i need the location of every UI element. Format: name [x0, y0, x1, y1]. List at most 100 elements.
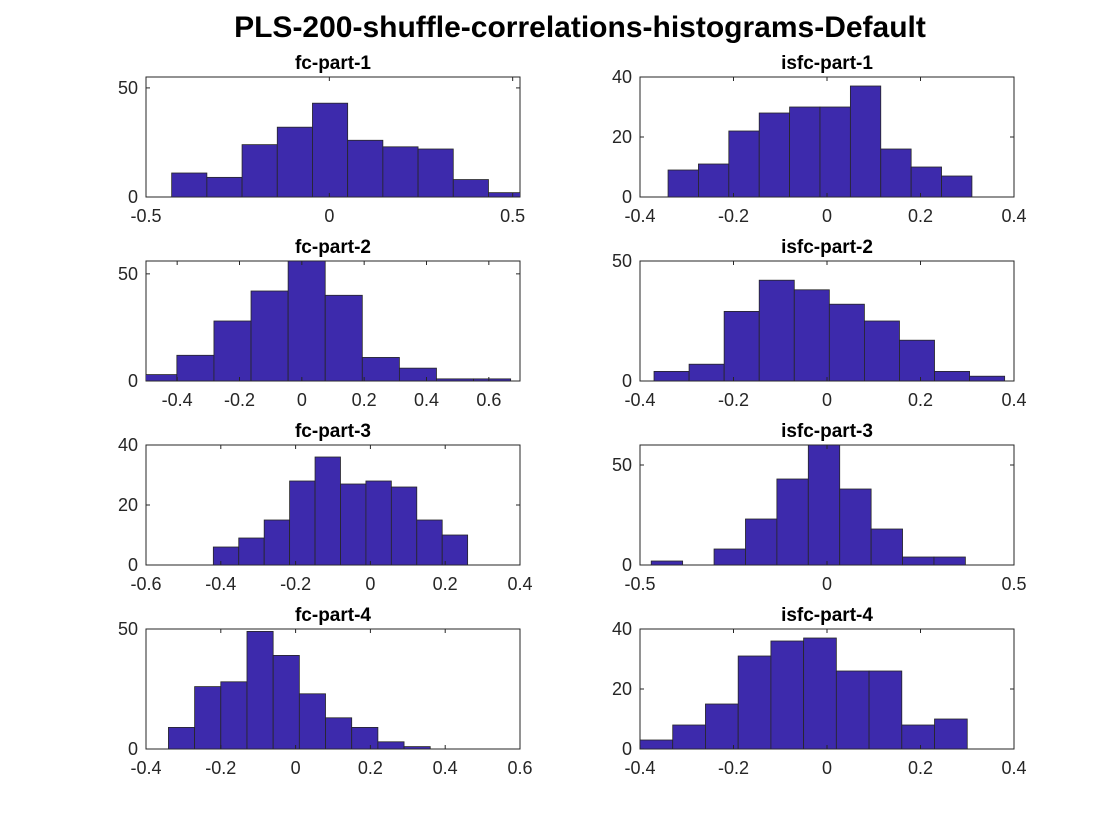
x-tick-label: -0.2	[224, 390, 255, 410]
x-tick-label: -0.4	[205, 574, 236, 594]
histogram-bar	[758, 112, 791, 197]
histogram-bar	[868, 670, 903, 749]
histogram-bar	[263, 519, 291, 565]
histogram-bars	[212, 456, 469, 565]
y-tick-label: 50	[612, 455, 632, 475]
x-tick-label: 0	[822, 758, 832, 778]
histogram-bar	[770, 640, 805, 749]
histogram-bar	[819, 106, 851, 197]
x-tick-label: -0.5	[130, 206, 161, 226]
x-tick-label: -0.4	[130, 758, 161, 778]
x-tick-label: 0.4	[414, 390, 439, 410]
histogram-bar	[171, 172, 208, 197]
histogram-bar	[713, 548, 746, 565]
panel-title: isfc-part-4	[781, 605, 873, 626]
histogram-bar	[941, 175, 973, 197]
x-tick-label: 0.4	[507, 574, 532, 594]
x-tick-label: 0.2	[433, 574, 458, 594]
histogram-bar	[835, 670, 870, 749]
histogram-bar	[340, 483, 367, 565]
histogram-bar	[176, 354, 215, 381]
histogram-bar	[803, 637, 837, 749]
histogram-bar	[969, 375, 1006, 381]
histogram-bar	[488, 192, 520, 197]
histogram-bar	[403, 746, 431, 749]
x-tick-label: 0	[822, 390, 832, 410]
histogram-bar	[745, 518, 778, 565]
histogram-bars	[650, 445, 966, 565]
histogram-bar	[238, 537, 265, 565]
x-tick-label: -0.6	[130, 574, 161, 594]
x-tick-label: 0.5	[500, 206, 525, 226]
histogram-bar	[194, 686, 222, 749]
histogram-bar	[758, 279, 795, 381]
x-tick-label: 0.2	[908, 206, 933, 226]
histogram-bar	[365, 480, 392, 565]
histogram-bar	[312, 102, 349, 197]
histogram-bar	[807, 445, 841, 565]
x-tick-label: -0.2	[718, 758, 749, 778]
histogram-bar	[272, 655, 300, 749]
histogram-bar	[212, 546, 240, 565]
histogram-bars	[168, 631, 431, 749]
y-tick-label: 0	[128, 555, 138, 575]
y-tick-label: 0	[128, 739, 138, 759]
histogram-bar	[168, 727, 196, 749]
y-tick-label: 50	[612, 251, 632, 271]
histogram-bar	[870, 528, 903, 565]
x-tick-label: 0	[324, 206, 334, 226]
y-tick-label: 50	[118, 78, 138, 98]
histogram-bars	[640, 637, 968, 749]
panel-title: fc-part-4	[295, 605, 371, 626]
y-tick-label: 0	[128, 371, 138, 391]
x-tick-label: -0.2	[718, 390, 749, 410]
x-tick-label: 0	[297, 390, 307, 410]
subplot-fc-part-3: -0.6 -0.4 -0.2 0 0.2 0.4 0 20 40 fc-part-3	[118, 421, 533, 594]
histogram-bar	[417, 148, 454, 197]
histogram-bar	[287, 261, 326, 381]
x-tick-label: 0.4	[1001, 758, 1026, 778]
x-tick-label: -0.2	[718, 206, 749, 226]
x-tick-label: -0.4	[624, 206, 655, 226]
x-tick-label: 0.4	[433, 758, 458, 778]
histogram-bar	[452, 179, 489, 197]
histogram-bar	[347, 139, 384, 197]
histogram-bars	[667, 85, 973, 197]
histogram-bar	[934, 370, 970, 381]
subplot-fc-part-2: -0.4 -0.2 0 0.2 0.4 0.6 0 50 fc-part-2	[118, 237, 521, 410]
y-tick-label: 20	[612, 679, 632, 699]
subplot-isfc-part-2: -0.4 -0.2 0 0.2 0.4 0 50 isfc-part-2	[612, 237, 1027, 410]
histogram-bar	[880, 148, 912, 197]
histogram-bar	[246, 631, 274, 749]
x-tick-label: 0	[822, 574, 832, 594]
panel-title: fc-part-3	[295, 421, 371, 442]
x-tick-label: 0.2	[908, 390, 933, 410]
histogram-bar	[910, 166, 942, 197]
histogram-bar	[361, 357, 400, 381]
y-tick-label: 40	[612, 619, 632, 639]
histogram-bar	[416, 519, 443, 565]
x-tick-label: 0.2	[908, 758, 933, 778]
histogram-bar	[901, 724, 935, 749]
histogram-bar	[672, 724, 706, 749]
y-tick-label: 0	[622, 371, 632, 391]
histogram-bar	[473, 378, 512, 381]
histogram-bar	[933, 556, 966, 565]
histogram-bar	[289, 480, 316, 565]
histogram-bar	[250, 290, 289, 381]
histogram-bar	[241, 144, 278, 197]
histogram-bar	[902, 556, 935, 565]
x-tick-label: -0.4	[624, 758, 655, 778]
histogram-bar	[314, 456, 341, 565]
histogram-bar	[864, 320, 900, 381]
histogram-bars	[653, 279, 1006, 381]
subplot-isfc-part-4: -0.4 -0.2 0 0.2 0.4 0 20 40 isfc-part-4	[612, 605, 1027, 778]
histogram-bar	[640, 739, 674, 749]
histogram-bar	[220, 681, 248, 749]
y-tick-label: 0	[622, 739, 632, 759]
histogram-bar	[688, 363, 725, 381]
y-tick-label: 50	[118, 619, 138, 639]
histogram-bar	[698, 163, 730, 197]
